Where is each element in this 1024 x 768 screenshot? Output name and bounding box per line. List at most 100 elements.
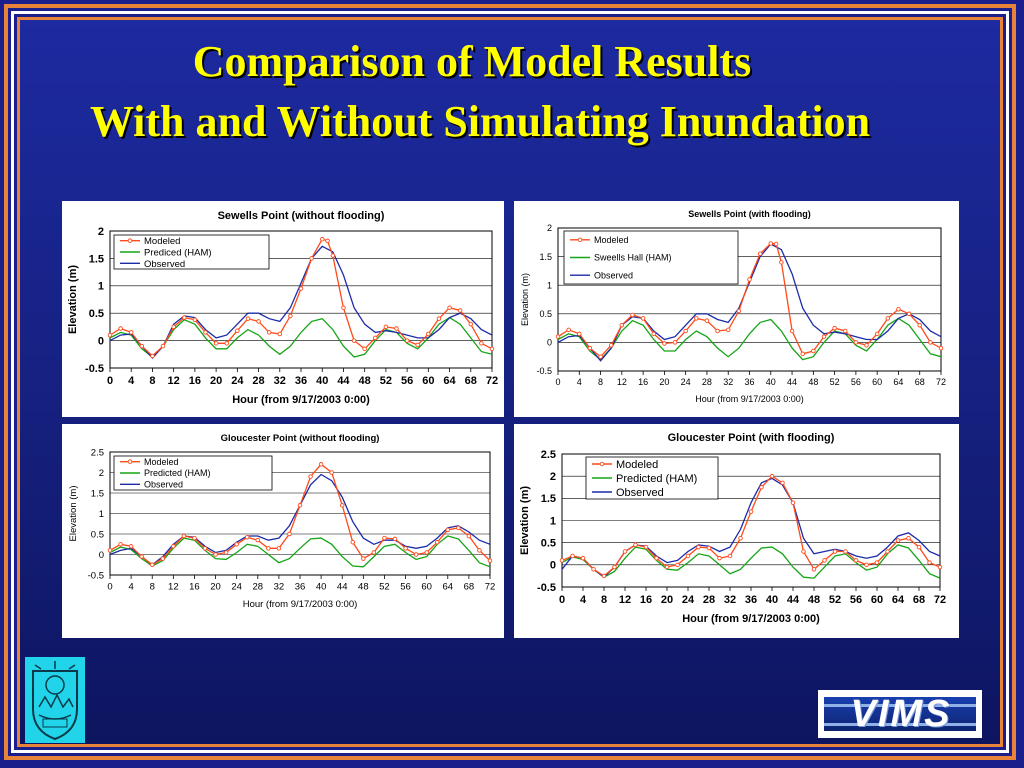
x-tick-label: 52 — [829, 594, 841, 606]
modeled-point — [694, 316, 699, 321]
x-tick-label: 40 — [766, 377, 776, 387]
x-tick-label: 72 — [485, 582, 496, 593]
y-axis-label: Elevation (m) — [520, 273, 530, 326]
modeled-point — [255, 537, 261, 543]
legend-label: Prediced (HAM) — [144, 247, 212, 258]
modeled-point — [287, 531, 292, 537]
modeled-point — [559, 558, 565, 563]
legend-label: Sweells Hall (HAM) — [594, 253, 672, 263]
y-tick-label: 1 — [550, 515, 556, 527]
x-tick-label: 20 — [659, 377, 669, 387]
modeled-point — [235, 328, 240, 333]
modeled-point — [403, 546, 408, 551]
modeled-point — [664, 564, 670, 570]
x-tick-label: 24 — [231, 582, 242, 593]
modeled-point — [468, 321, 474, 327]
legend-marker — [599, 461, 605, 467]
modeled-point — [906, 311, 912, 317]
x-axis-label: Hour (from 9/17/2003 0:00) — [232, 394, 370, 406]
modeled-point — [128, 544, 134, 549]
y-tick-label: 1.5 — [89, 253, 104, 265]
y-tick-label: 1.5 — [541, 493, 556, 505]
modeled-point — [308, 474, 313, 479]
modeled-point — [612, 564, 617, 570]
chart-panel-gloucester-without: Gloucester Point (without flooding) -0.5 0… — [62, 424, 504, 638]
x-axis-label: Hour (from 9/17/2003 0:00) — [682, 613, 820, 625]
modeled-point — [927, 560, 932, 565]
modeled-point — [696, 544, 701, 550]
y-tick-label: -0.5 — [536, 366, 552, 376]
modeled-point — [643, 544, 649, 550]
modeled-point — [832, 325, 837, 331]
modeled-point — [938, 345, 944, 351]
vims-logo-stripe — [824, 704, 976, 707]
modeled-point — [801, 549, 806, 554]
modeled-point — [821, 334, 827, 339]
x-tick-label: 0 — [559, 594, 565, 606]
chart-panel-sewells-with: Sewells Point (with flooding) -0.5 0 0.5 1 1.… — [514, 201, 959, 417]
modeled-point — [276, 546, 282, 551]
modeled-point — [822, 558, 827, 563]
modeled-point — [759, 485, 764, 490]
x-tick-label: 32 — [274, 582, 285, 593]
modeled-point — [917, 322, 922, 328]
modeled-point — [715, 328, 720, 334]
modeled-point — [811, 348, 816, 354]
modeled-point — [811, 567, 817, 572]
x-tick-label: 12 — [168, 582, 179, 593]
modeled-point — [885, 316, 891, 321]
modeled-point — [244, 535, 250, 540]
modeled-point — [736, 308, 742, 314]
modeled-point — [768, 241, 774, 246]
x-tick-label: 48 — [808, 594, 820, 606]
modeled-point — [288, 313, 293, 319]
legend-label: Observed — [144, 480, 183, 490]
y-tick-label: -0.5 — [537, 582, 556, 594]
x-tick-label: 12 — [617, 377, 627, 387]
modeled-point — [843, 328, 848, 334]
y-tick-label: 2 — [550, 471, 556, 483]
x-tick-label: 64 — [442, 582, 453, 593]
modeled-point — [843, 549, 848, 554]
y-tick-label: 2 — [98, 226, 104, 238]
y-tick-label: 2 — [99, 468, 104, 479]
modeled-point — [350, 539, 356, 545]
modeled-point — [725, 327, 731, 333]
modeled-point — [747, 277, 752, 282]
x-tick-label: 4 — [128, 375, 135, 387]
legend-label: Observed — [616, 487, 664, 499]
modeled-point — [622, 549, 628, 554]
x-tick-label: 0 — [107, 582, 112, 593]
x-tick-label: 72 — [936, 377, 946, 387]
modeled-point — [160, 343, 166, 349]
modeled-point — [213, 552, 218, 557]
modeled-point — [773, 241, 779, 247]
modeled-point — [757, 251, 763, 256]
modeled-point — [591, 567, 596, 572]
modeled-point — [107, 548, 113, 553]
modeled-point — [601, 573, 607, 579]
x-tick-label: 8 — [601, 594, 607, 606]
modeled-point — [555, 334, 561, 339]
legend-marker — [127, 238, 133, 243]
x-tick-label: 24 — [682, 594, 695, 606]
x-tick-label: 12 — [619, 594, 631, 606]
x-tick-label: 60 — [421, 582, 432, 593]
modeled-point — [436, 316, 442, 321]
modeled-point — [738, 535, 743, 541]
vims-logo-text: VIMS — [850, 693, 952, 735]
modeled-point — [341, 305, 346, 310]
x-tick-label: 32 — [274, 375, 286, 387]
modeled-point — [633, 542, 638, 548]
x-tick-label: 16 — [189, 582, 200, 593]
modeled-point — [570, 553, 575, 559]
x-tick-label: 4 — [580, 594, 587, 606]
x-tick-label: 0 — [107, 375, 113, 387]
y-tick-label: 0.5 — [541, 538, 556, 550]
modeled-point — [717, 555, 722, 561]
series-line-predicted — [562, 544, 940, 579]
modeled-point — [853, 340, 859, 345]
modeled-point — [149, 562, 155, 567]
x-tick-label: 8 — [149, 375, 155, 387]
